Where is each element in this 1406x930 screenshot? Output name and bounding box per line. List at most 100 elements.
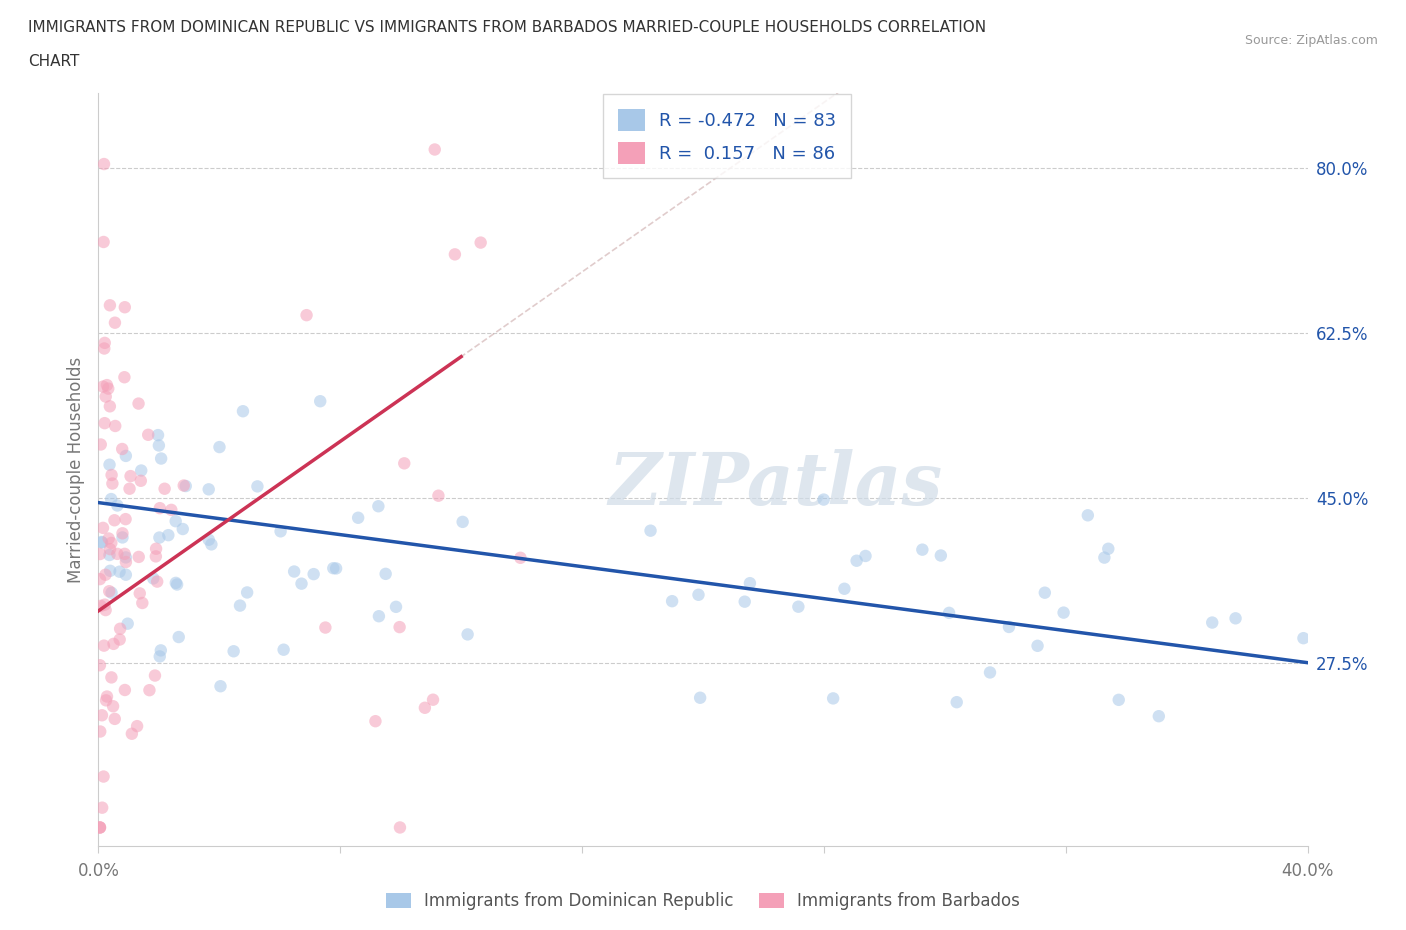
Point xyxy=(93,638,115,653)
Point xyxy=(114,683,136,698)
Point xyxy=(149,500,172,515)
Point xyxy=(128,550,150,565)
Point xyxy=(1026,638,1049,653)
Point xyxy=(89,724,111,739)
Point xyxy=(89,572,111,587)
Point xyxy=(394,456,416,471)
Point xyxy=(325,561,347,576)
Point xyxy=(108,632,131,647)
Point xyxy=(94,389,117,404)
Point xyxy=(1225,611,1247,626)
Point xyxy=(115,448,138,463)
Point xyxy=(165,576,187,591)
Point xyxy=(115,567,138,582)
Point xyxy=(209,679,232,694)
Text: IMMIGRANTS FROM DOMINICAN REPUBLIC VS IMMIGRANTS FROM BARBADOS MARRIED-COUPLE HO: IMMIGRANTS FROM DOMINICAN REPUBLIC VS IM… xyxy=(28,20,986,35)
Point xyxy=(222,644,245,658)
Point xyxy=(114,550,136,565)
Point xyxy=(120,469,142,484)
Point xyxy=(104,418,127,433)
Point xyxy=(94,693,117,708)
Point xyxy=(1097,541,1119,556)
Point xyxy=(200,537,222,551)
Point xyxy=(118,482,141,497)
Point xyxy=(115,554,138,569)
Point xyxy=(89,820,111,835)
Point xyxy=(145,541,167,556)
Point xyxy=(290,577,312,591)
Point xyxy=(444,247,467,262)
Point xyxy=(96,689,118,704)
Point xyxy=(322,561,344,576)
Text: ZIPatlas: ZIPatlas xyxy=(609,449,942,520)
Point xyxy=(979,665,1001,680)
Y-axis label: Married-couple Households: Married-couple Households xyxy=(66,356,84,583)
Point xyxy=(131,595,153,610)
Point xyxy=(813,492,835,507)
Point xyxy=(1292,631,1315,645)
Point xyxy=(97,531,120,546)
Point xyxy=(90,535,112,550)
Point xyxy=(93,416,115,431)
Point xyxy=(661,593,683,608)
Point xyxy=(94,603,117,618)
Legend: R = -0.472   N = 83, R =  0.157   N = 86: R = -0.472 N = 83, R = 0.157 N = 86 xyxy=(603,95,851,179)
Point xyxy=(111,525,134,540)
Point xyxy=(457,627,479,642)
Point xyxy=(427,488,450,503)
Point xyxy=(98,541,121,556)
Point xyxy=(104,711,127,726)
Point xyxy=(128,396,150,411)
Point xyxy=(367,609,389,624)
Point xyxy=(127,719,149,734)
Point xyxy=(1052,605,1074,620)
Point xyxy=(103,512,125,527)
Point xyxy=(150,451,173,466)
Point xyxy=(112,370,135,385)
Point xyxy=(149,643,172,658)
Point xyxy=(138,683,160,698)
Point xyxy=(111,530,134,545)
Point xyxy=(945,695,967,710)
Point xyxy=(91,535,114,550)
Point xyxy=(232,404,254,418)
Point xyxy=(89,820,111,835)
Point xyxy=(148,438,170,453)
Point xyxy=(96,378,118,392)
Point xyxy=(470,235,492,250)
Point xyxy=(93,336,115,351)
Point xyxy=(146,574,169,589)
Point xyxy=(834,581,856,596)
Point xyxy=(167,630,190,644)
Point xyxy=(94,567,117,582)
Point xyxy=(236,585,259,600)
Point xyxy=(129,463,152,478)
Point xyxy=(89,658,111,672)
Point xyxy=(423,142,446,157)
Point xyxy=(374,566,396,581)
Point xyxy=(105,498,128,513)
Point xyxy=(364,713,387,728)
Point xyxy=(149,649,172,664)
Point xyxy=(787,599,810,614)
Point xyxy=(929,548,952,563)
Point xyxy=(89,547,111,562)
Point xyxy=(165,513,187,528)
Point xyxy=(93,156,115,171)
Point xyxy=(148,530,170,545)
Point xyxy=(911,542,934,557)
Point xyxy=(90,437,112,452)
Point xyxy=(413,700,436,715)
Point xyxy=(174,479,197,494)
Point xyxy=(97,381,120,396)
Point xyxy=(738,576,761,591)
Point xyxy=(153,482,176,497)
Point xyxy=(385,600,408,615)
Point xyxy=(108,565,131,579)
Point xyxy=(451,514,474,529)
Point xyxy=(143,668,166,683)
Point xyxy=(246,479,269,494)
Point xyxy=(998,619,1021,634)
Point xyxy=(855,549,877,564)
Point xyxy=(160,502,183,517)
